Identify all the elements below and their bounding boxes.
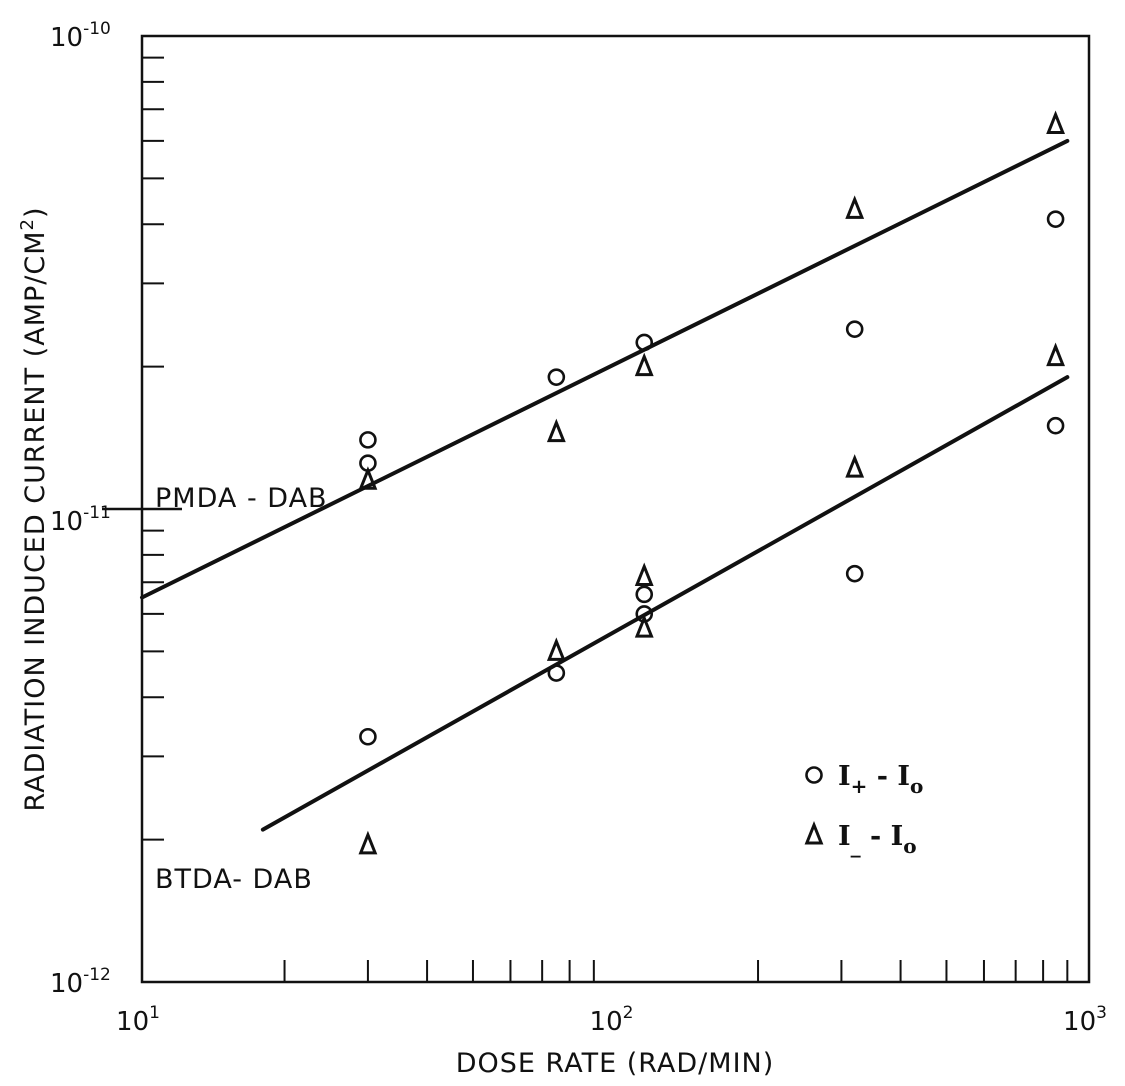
circle-point [635,585,654,604]
circle-point [635,333,654,352]
circle-point [359,727,377,746]
axis-ticks [102,56,1069,982]
triangle-point [845,195,865,219]
y-axis-label: RADIATION INDUCED CURRENT (AMP/CM2) [17,206,51,811]
y-tick-label: 10-10 [50,19,111,53]
tick-labels: 101 102 103 10-12 10-11 10-10 [50,19,1107,1037]
triangle-point [845,454,865,478]
circle-point [547,368,566,386]
triangle-point [634,352,654,377]
triangle-point [1046,342,1065,367]
y-tick-label: 10-11 [50,503,111,537]
triangle-point [634,614,654,638]
y-axis-label-close: ) [20,206,51,218]
triangle-point [546,418,566,443]
x-tick-label: 103 [1063,1003,1107,1037]
y-tick-label: 10-12 [50,965,111,999]
triangle-point [546,637,566,661]
circle-point [1046,210,1065,228]
fit-line [140,138,1070,600]
legend-circle-icon [805,766,823,784]
y-axis-label-sup: 2 [17,218,38,230]
circle-point [547,664,566,682]
triangle-point [634,562,654,586]
circle-point [845,320,864,338]
circle-point [845,564,864,583]
legend-label: I+ - Io [838,761,923,798]
fit-line-label: BTDA- DAB [155,864,313,895]
data-points [358,110,1065,855]
x-axis-label: DOSE RATE (RAD/MIN) [456,1048,775,1079]
triangle-point [358,466,378,490]
circle-point [1046,416,1065,435]
legend-triangle-icon [804,820,824,845]
fit-line-label: PMDA - DAB [155,483,328,514]
y-axis-label-main: RADIATION INDUCED CURRENT (AMP/CM [20,230,51,811]
line-labels: PMDA - DAB BTDA- DAB [155,483,328,895]
triangle-point [358,830,378,855]
legend-label: I_ - Io [838,821,917,858]
plot-frame [140,34,1091,984]
legend: I+ - Io I_ - Io [804,761,923,858]
fit-line [260,375,1070,832]
fit-lines [140,138,1070,832]
x-tick-label: 101 [116,1003,160,1037]
x-tick-label: 102 [590,1003,634,1037]
triangle-point [1046,110,1065,134]
circle-point [359,431,377,449]
